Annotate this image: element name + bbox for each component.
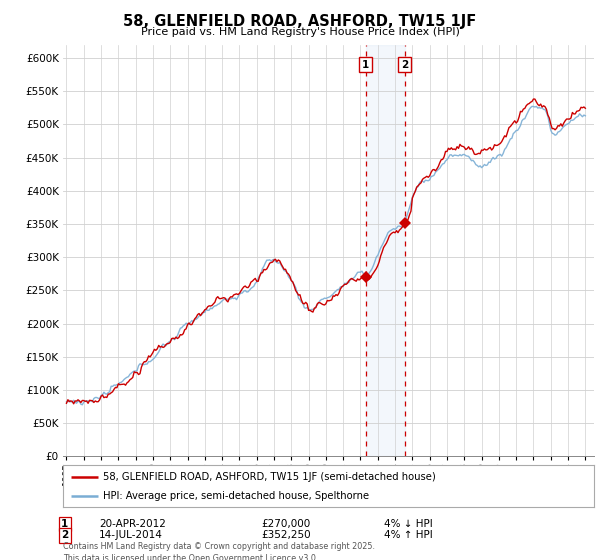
- Text: £352,250: £352,250: [261, 530, 311, 540]
- Text: 20-APR-2012: 20-APR-2012: [99, 519, 166, 529]
- Text: Price paid vs. HM Land Registry's House Price Index (HPI): Price paid vs. HM Land Registry's House …: [140, 27, 460, 38]
- Text: Contains HM Land Registry data © Crown copyright and database right 2025.
This d: Contains HM Land Registry data © Crown c…: [63, 542, 375, 560]
- Text: 58, GLENFIELD ROAD, ASHFORD, TW15 1JF: 58, GLENFIELD ROAD, ASHFORD, TW15 1JF: [124, 14, 476, 29]
- Text: 1: 1: [61, 519, 68, 529]
- Text: 4% ↓ HPI: 4% ↓ HPI: [384, 519, 433, 529]
- Text: 14-JUL-2014: 14-JUL-2014: [99, 530, 163, 540]
- Text: 2: 2: [401, 60, 408, 69]
- Text: HPI: Average price, semi-detached house, Spelthorne: HPI: Average price, semi-detached house,…: [103, 491, 369, 501]
- Text: 4% ↑ HPI: 4% ↑ HPI: [384, 530, 433, 540]
- Text: £270,000: £270,000: [261, 519, 310, 529]
- Text: 58, GLENFIELD ROAD, ASHFORD, TW15 1JF (semi-detached house): 58, GLENFIELD ROAD, ASHFORD, TW15 1JF (s…: [103, 472, 436, 482]
- Text: 2: 2: [61, 530, 68, 540]
- Text: 1: 1: [362, 60, 370, 69]
- Bar: [365, 45, 404, 456]
